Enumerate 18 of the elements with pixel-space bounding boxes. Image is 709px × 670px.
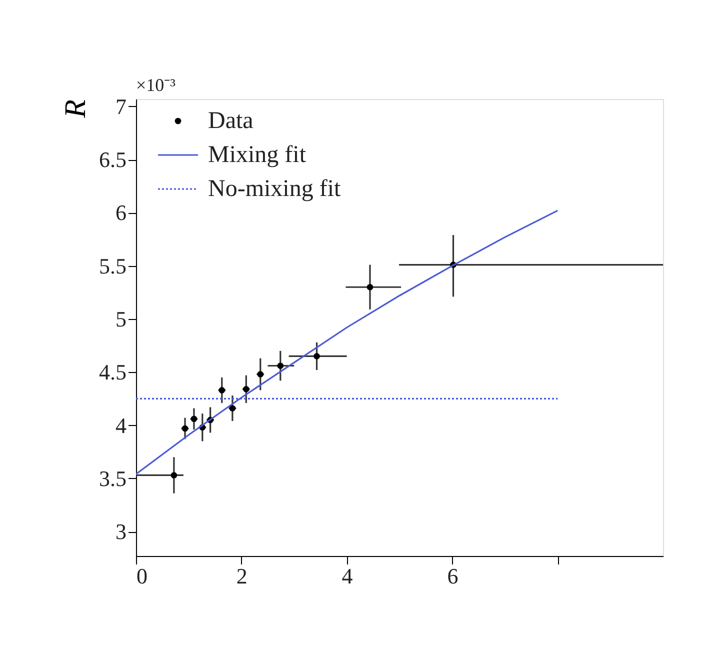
x-tick-label: 6 — [447, 564, 458, 588]
legend-label: Mixing fit — [208, 142, 306, 168]
y-tick-label: 4.5 — [99, 360, 126, 385]
y-tick-label: 6.5 — [99, 147, 126, 172]
x-tick-label: 4 — [342, 564, 353, 588]
y-tick-label: 4 — [116, 412, 126, 438]
y-tick-label: 3 — [116, 519, 126, 544]
y-tick-label: 7 — [116, 94, 126, 119]
text: ×10⁻³ — [136, 75, 176, 95]
y-tick-label: 5 — [116, 306, 126, 332]
y-tick-label: 3.5 — [99, 466, 126, 491]
y-tick-label: 6 — [116, 200, 126, 226]
legend-label: No-mixing fit — [208, 176, 341, 202]
y-tick-label: 5.5 — [99, 253, 126, 278]
x-tick-label: 0 — [136, 564, 148, 588]
x-tick-label: 2 — [236, 564, 248, 588]
y-axis-title: R — [59, 100, 92, 119]
legend-label: Data — [208, 108, 254, 134]
